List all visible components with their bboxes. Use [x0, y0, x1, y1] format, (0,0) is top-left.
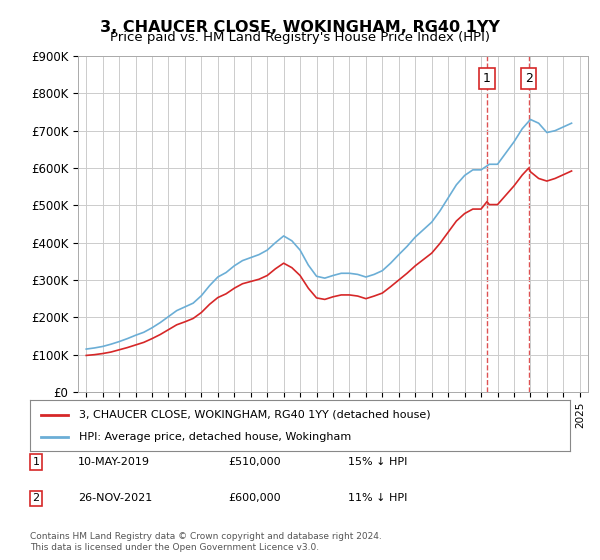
Text: 2: 2: [32, 493, 40, 503]
Text: 1: 1: [32, 457, 40, 467]
Text: 11% ↓ HPI: 11% ↓ HPI: [348, 493, 407, 503]
Text: Contains HM Land Registry data © Crown copyright and database right 2024.
This d: Contains HM Land Registry data © Crown c…: [30, 532, 382, 552]
Text: 3, CHAUCER CLOSE, WOKINGHAM, RG40 1YY (detached house): 3, CHAUCER CLOSE, WOKINGHAM, RG40 1YY (d…: [79, 409, 430, 419]
Text: 3, CHAUCER CLOSE, WOKINGHAM, RG40 1YY: 3, CHAUCER CLOSE, WOKINGHAM, RG40 1YY: [100, 20, 500, 35]
Text: £510,000: £510,000: [228, 457, 281, 467]
Text: 15% ↓ HPI: 15% ↓ HPI: [348, 457, 407, 467]
Text: Price paid vs. HM Land Registry's House Price Index (HPI): Price paid vs. HM Land Registry's House …: [110, 31, 490, 44]
Text: 2: 2: [525, 72, 533, 85]
Text: 26-NOV-2021: 26-NOV-2021: [78, 493, 152, 503]
Text: £600,000: £600,000: [228, 493, 281, 503]
Text: 1: 1: [483, 72, 491, 85]
Text: HPI: Average price, detached house, Wokingham: HPI: Average price, detached house, Woki…: [79, 432, 351, 442]
Text: 10-MAY-2019: 10-MAY-2019: [78, 457, 150, 467]
